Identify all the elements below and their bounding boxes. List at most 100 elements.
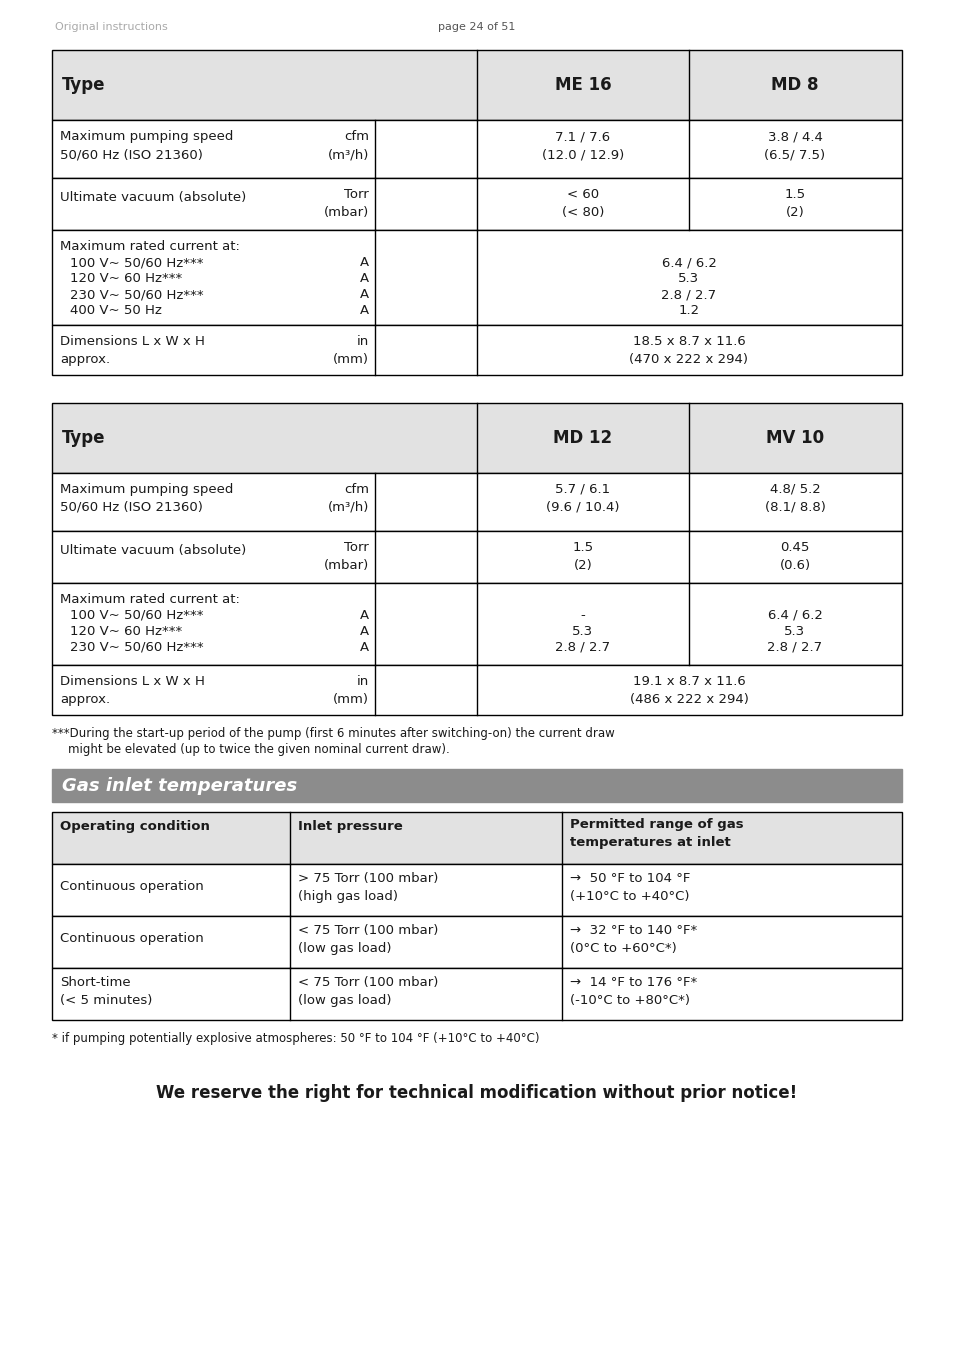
Text: 18.5 x 8.7 x 11.6: 18.5 x 8.7 x 11.6 <box>632 335 744 348</box>
Text: Continuous operation: Continuous operation <box>60 931 204 945</box>
Text: Permitted range of gas: Permitted range of gas <box>569 818 742 832</box>
Text: 230 V~ 50/60 Hz***: 230 V~ 50/60 Hz*** <box>70 641 203 653</box>
Text: in: in <box>356 675 369 688</box>
Text: ME 16: ME 16 <box>554 76 611 95</box>
Text: Original instructions: Original instructions <box>55 22 168 32</box>
Text: 50/60 Hz (ISO 21360): 50/60 Hz (ISO 21360) <box>60 501 203 514</box>
Text: > 75 Torr (100 mbar): > 75 Torr (100 mbar) <box>297 872 438 886</box>
Text: A: A <box>359 256 369 269</box>
Bar <box>52 531 901 583</box>
Text: (0°C to +60°C*): (0°C to +60°C*) <box>569 942 676 954</box>
Text: Maximum pumping speed: Maximum pumping speed <box>60 483 233 495</box>
Text: A: A <box>359 288 369 301</box>
Text: Ultimate vacuum (absolute): Ultimate vacuum (absolute) <box>60 190 246 204</box>
Text: Continuous operation: Continuous operation <box>60 880 204 892</box>
Text: approx.: approx. <box>60 693 110 706</box>
Text: Ultimate vacuum (absolute): Ultimate vacuum (absolute) <box>60 544 246 558</box>
Text: (mbar): (mbar) <box>323 207 369 219</box>
Text: A: A <box>359 625 369 639</box>
Text: 100 V~ 50/60 Hz***: 100 V~ 50/60 Hz*** <box>70 256 203 269</box>
Text: in: in <box>356 335 369 348</box>
Text: cfm: cfm <box>344 130 369 143</box>
Text: 400 V~ 50 Hz: 400 V~ 50 Hz <box>70 304 162 317</box>
Text: cfm: cfm <box>344 483 369 495</box>
Text: 1.5: 1.5 <box>783 188 804 201</box>
Text: 1.2: 1.2 <box>678 304 699 317</box>
Text: (2): (2) <box>573 559 592 572</box>
Text: Maximum pumping speed: Maximum pumping speed <box>60 130 233 143</box>
Text: (low gas load): (low gas load) <box>297 994 391 1007</box>
Text: 5.3: 5.3 <box>783 625 804 639</box>
Bar <box>52 769 901 802</box>
Text: 6.4 / 6.2: 6.4 / 6.2 <box>767 609 821 622</box>
Bar <box>52 178 901 230</box>
Text: 5.3: 5.3 <box>572 625 593 639</box>
Text: Maximum rated current at:: Maximum rated current at: <box>60 593 239 606</box>
Text: (mbar): (mbar) <box>323 559 369 572</box>
Text: < 75 Torr (100 mbar): < 75 Torr (100 mbar) <box>297 923 438 937</box>
Text: approx.: approx. <box>60 352 110 366</box>
Text: A: A <box>359 271 369 285</box>
Text: Inlet pressure: Inlet pressure <box>297 819 402 833</box>
Text: (m³/h): (m³/h) <box>327 148 369 161</box>
Text: 2.8 / 2.7: 2.8 / 2.7 <box>766 641 821 653</box>
Text: 5.7 / 6.1: 5.7 / 6.1 <box>555 483 610 495</box>
Bar <box>52 917 901 968</box>
Text: Type: Type <box>62 76 106 95</box>
Text: MV 10: MV 10 <box>765 429 823 447</box>
Text: temperatures at inlet: temperatures at inlet <box>569 836 730 849</box>
Text: MD 12: MD 12 <box>553 429 612 447</box>
Text: Torr: Torr <box>344 541 369 554</box>
Text: Dimensions L x W x H: Dimensions L x W x H <box>60 675 205 688</box>
Text: 0.45: 0.45 <box>780 541 809 554</box>
Text: (< 5 minutes): (< 5 minutes) <box>60 994 152 1007</box>
Text: (470 x 222 x 294): (470 x 222 x 294) <box>629 352 748 366</box>
Text: Dimensions L x W x H: Dimensions L x W x H <box>60 335 205 348</box>
Text: A: A <box>359 609 369 622</box>
Bar <box>52 583 901 666</box>
Text: 50/60 Hz (ISO 21360): 50/60 Hz (ISO 21360) <box>60 148 203 161</box>
Text: (12.0 / 12.9): (12.0 / 12.9) <box>541 148 623 161</box>
Bar <box>52 50 901 120</box>
Text: 5.3: 5.3 <box>678 271 699 285</box>
Text: 7.1 / 7.6: 7.1 / 7.6 <box>555 130 610 143</box>
Text: →  50 °F to 104 °F: → 50 °F to 104 °F <box>569 872 690 886</box>
Text: -: - <box>580 609 585 622</box>
Text: 19.1 x 8.7 x 11.6: 19.1 x 8.7 x 11.6 <box>632 675 744 688</box>
Bar <box>52 472 901 531</box>
Text: might be elevated (up to twice the given nominal current draw).: might be elevated (up to twice the given… <box>68 743 449 756</box>
Text: We reserve the right for technical modification without prior notice!: We reserve the right for technical modif… <box>156 1084 797 1102</box>
Text: < 60: < 60 <box>566 188 598 201</box>
Text: 6.4 / 6.2: 6.4 / 6.2 <box>660 256 716 269</box>
Text: (+10°C to +40°C): (+10°C to +40°C) <box>569 890 689 903</box>
Text: 100 V~ 50/60 Hz***: 100 V~ 50/60 Hz*** <box>70 609 203 622</box>
Text: ***During the start-up period of the pump (first 6 minutes after switching-on) t: ***During the start-up period of the pum… <box>52 728 614 740</box>
Text: (-10°C to +80°C*): (-10°C to +80°C*) <box>569 994 689 1007</box>
Text: (mm): (mm) <box>333 693 369 706</box>
Bar <box>52 120 901 178</box>
Text: Torr: Torr <box>344 188 369 201</box>
Text: 120 V~ 60 Hz***: 120 V~ 60 Hz*** <box>70 271 182 285</box>
Text: (high gas load): (high gas load) <box>297 890 397 903</box>
Text: Operating condition: Operating condition <box>60 819 210 833</box>
Text: (2): (2) <box>785 207 803 219</box>
Text: →  14 °F to 176 °F*: → 14 °F to 176 °F* <box>569 976 697 990</box>
Text: 2.8 / 2.7: 2.8 / 2.7 <box>660 288 716 301</box>
Text: * if pumping potentially explosive atmospheres: 50 °F to 104 °F (+10°C to +40°C): * if pumping potentially explosive atmos… <box>52 1031 539 1045</box>
Text: Maximum rated current at:: Maximum rated current at: <box>60 240 239 252</box>
Text: page 24 of 51: page 24 of 51 <box>437 22 516 32</box>
Text: 120 V~ 60 Hz***: 120 V~ 60 Hz*** <box>70 625 182 639</box>
Bar <box>52 811 901 864</box>
Text: (9.6 / 10.4): (9.6 / 10.4) <box>546 501 619 514</box>
Text: A: A <box>359 641 369 653</box>
Text: (6.5/ 7.5): (6.5/ 7.5) <box>763 148 824 161</box>
Text: (m³/h): (m³/h) <box>327 501 369 514</box>
Text: (486 x 222 x 294): (486 x 222 x 294) <box>629 693 748 706</box>
Bar <box>52 666 901 716</box>
Text: 3.8 / 4.4: 3.8 / 4.4 <box>767 130 821 143</box>
Text: 2.8 / 2.7: 2.8 / 2.7 <box>555 641 610 653</box>
Text: 1.5: 1.5 <box>572 541 593 554</box>
Text: (0.6): (0.6) <box>779 559 810 572</box>
Text: (8.1/ 8.8): (8.1/ 8.8) <box>763 501 824 514</box>
Text: Short-time: Short-time <box>60 976 131 990</box>
